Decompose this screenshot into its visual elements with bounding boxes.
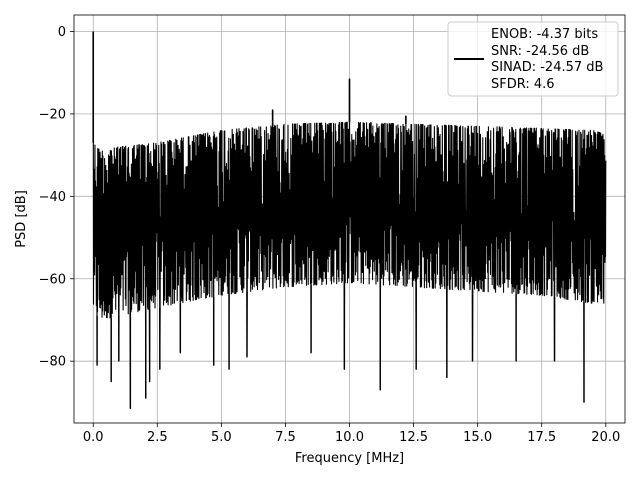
x-axis-label: Frequency [MHz] [295,451,404,466]
y-axis: 0 −20 −40 −60 −80 [39,25,74,370]
y-tick-label: −20 [39,107,66,122]
x-tick-label: 7.5 [275,430,296,445]
x-tick-label: 12.5 [399,430,428,445]
legend-line-1: ENOB: -4.37 bits [491,27,598,42]
y-tick-label: −60 [39,272,66,287]
x-tick-label: 2.5 [147,430,168,445]
legend-box [447,21,619,97]
x-tick-label: 0.0 [83,430,104,445]
y-tick-label: −40 [39,190,66,205]
x-tick-label: 5.0 [211,430,232,445]
y-tick-label: 0 [58,25,66,40]
legend-line-3: SINAD: -24.57 dB [491,60,603,75]
legend-line-2: SNR: -24.56 dB [491,44,589,59]
y-axis-label: PSD [dB] [14,190,29,248]
plot-area [92,31,607,410]
x-tick-label: 20.0 [591,430,620,445]
x-tick-label: 15.0 [463,430,492,445]
x-axis: 0.0 2.5 5.0 7.5 10.0 12.5 15.0 17.5 20.0 [83,423,620,445]
legend-line-4: SFDR: 4.6 [491,77,555,92]
x-tick-label: 10.0 [335,430,364,445]
x-tick-label: 17.5 [527,430,556,445]
legend: ENOB: -4.37 bits SNR: -24.56 dB SINAD: -… [447,21,619,97]
y-tick-label: −80 [39,355,66,370]
